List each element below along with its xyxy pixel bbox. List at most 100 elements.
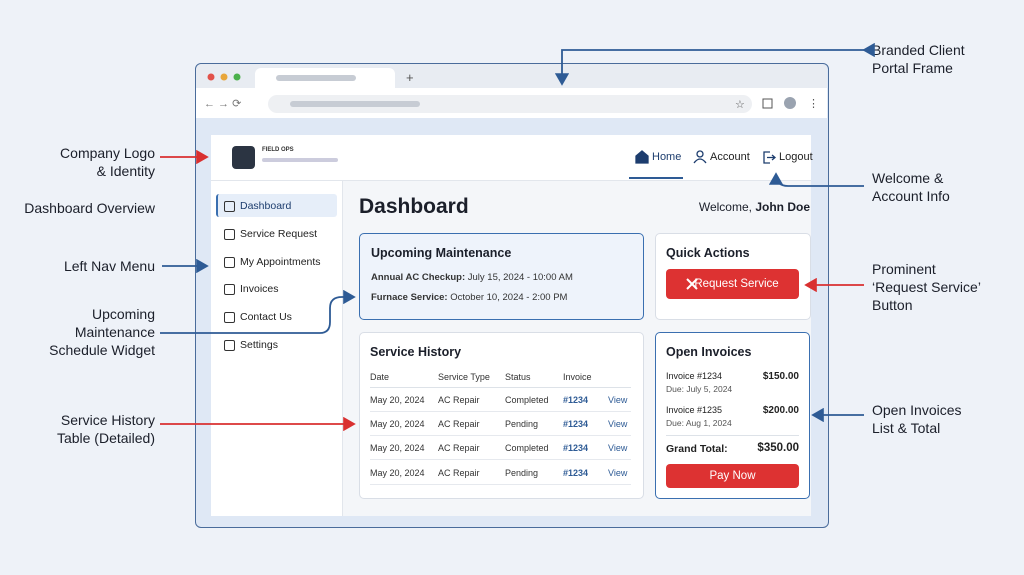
item-label: Furnace Service: [371, 292, 448, 303]
welcome-text: Welcome, [698, 200, 752, 214]
annotation-line: Portal Frame [872, 60, 953, 76]
column-header: Invoice [563, 372, 592, 382]
nav-home[interactable]: Home [652, 151, 682, 163]
sidebar-item[interactable]: Service Request [240, 227, 318, 240]
sidebar-active [216, 194, 337, 217]
nav-active-underline [629, 177, 683, 179]
quick-actions-title: Quick Actions [666, 246, 750, 260]
annotation-line: Dashboard Overview [24, 200, 155, 216]
item-label: Annual AC Checkup: [371, 272, 466, 283]
logo-icon [232, 146, 255, 169]
annotation-line: Prominent [872, 261, 936, 277]
table-cell: AC Repair [438, 419, 480, 430]
invoice-number: Invoice #1234 [666, 371, 723, 381]
item-when: July 15, 2024 - 10:00 AM [467, 272, 573, 283]
sidebar-icon [224, 284, 235, 296]
invoice-amount: $150.00 [762, 371, 799, 382]
table-link[interactable]: View [608, 467, 628, 478]
upcoming-item: Annual AC Checkup: July 15, 2024 - 10:00… [371, 272, 573, 283]
tab-title-blurred [276, 75, 356, 81]
sidebar-icon [224, 201, 235, 212]
table-link[interactable]: #1234 [563, 419, 589, 430]
table-cell: AC Repair [438, 443, 480, 454]
sidebar-item[interactable]: Contact Us [240, 311, 292, 324]
upcoming-card [359, 233, 644, 320]
service-history-card [359, 332, 644, 499]
table-link[interactable]: View [608, 419, 628, 430]
table-rule [370, 387, 631, 388]
pay-now-button[interactable]: Pay Now [666, 464, 799, 488]
total-amount: $350.00 [757, 442, 799, 454]
sidebar-item[interactable]: Invoices [240, 283, 279, 296]
column-header: Service Type [438, 372, 490, 382]
annotation: Service History Table (Detailed) [57, 411, 155, 447]
table-cell: Pending [505, 419, 539, 430]
nav-logout[interactable]: Logout [779, 151, 813, 163]
annotation: Upcoming Maintenance Schedule Widget [49, 305, 155, 359]
annotation: Welcome & Account Info [872, 169, 950, 205]
annotation: Open Invoices List & Total [872, 401, 962, 437]
annotation-line: Company Logo [60, 145, 155, 161]
divider [666, 435, 799, 436]
annotation-line: Upcoming [91, 306, 155, 322]
annotation-line: List & Total [872, 420, 941, 436]
row-rule [370, 483, 631, 485]
sidebar-icon [224, 340, 235, 351]
logo-text: FIELD OPS [262, 147, 294, 153]
annotation-line: Left Nav Menu [63, 258, 155, 274]
annotation-line: & Identity [96, 163, 155, 179]
user-name: John Doe [755, 200, 810, 214]
url-blurred [290, 101, 420, 107]
sidebar-item[interactable]: Dashboard [240, 200, 292, 212]
annotation-line: ‘Request Service’ [872, 279, 981, 295]
table-link[interactable]: #1234 [563, 395, 589, 405]
table-cell: AC Repair [438, 467, 480, 478]
annotation: Left Nav Menu [64, 257, 155, 275]
item-when: October 10, 2024 - 2:00 PM [450, 292, 568, 303]
column-header: Status [505, 372, 531, 382]
welcome: Welcome, John Doe [699, 200, 810, 214]
annotation-line: Service History [60, 412, 155, 428]
annotation: Company Logo & Identity [60, 144, 155, 180]
table-cell: AC Repair [438, 395, 480, 405]
sidebar-icon [224, 312, 235, 324]
invoice-due: Due: Aug 1, 2024 [666, 418, 732, 428]
annotation-line: Open Invoices [872, 402, 962, 418]
annotation-line: Branded Client [872, 42, 965, 58]
total-label: Grand Total: [666, 443, 728, 455]
sidebar-item[interactable]: My Appointments [240, 255, 321, 268]
page-title: Dashboard [359, 195, 469, 218]
table-cell: Pending [505, 467, 539, 478]
table-link[interactable]: View [608, 443, 628, 454]
invoice-amount: $200.00 [762, 405, 799, 416]
annotation: Dashboard Overview [24, 199, 155, 217]
sidebar-icon [224, 256, 235, 268]
address-bar[interactable] [268, 95, 752, 113]
annotation: Prominent ‘Request Service’ Button [872, 260, 981, 314]
invoice-number: Invoice #1235 [666, 405, 723, 415]
service-history-title: Service History [370, 345, 462, 359]
sidebar-icon [224, 228, 235, 240]
table-cell: Completed [505, 443, 549, 454]
sidebar-item[interactable]: Settings [240, 339, 278, 351]
nav-account[interactable]: Account [710, 151, 750, 163]
invoice-due: Due: July 5, 2024 [666, 384, 733, 394]
upcoming-title: Upcoming Maintenance [371, 246, 512, 260]
annotation: Branded Client Portal Frame [872, 41, 965, 77]
table-cell: May 20, 2024 [370, 419, 425, 430]
open-invoices-title: Open Invoices [666, 345, 752, 359]
table-cell: May 20, 2024 [370, 467, 425, 478]
table-link[interactable]: View [608, 395, 628, 405]
table-link[interactable]: #1234 [563, 467, 589, 478]
table-link[interactable]: #1234 [563, 443, 589, 454]
annotation-line: Welcome & [872, 170, 944, 186]
annotation-line: Schedule Widget [49, 342, 155, 358]
column-header: Date [370, 372, 390, 382]
request-service-button[interactable]: Request Service [666, 269, 799, 299]
logo-subtext-blurred [262, 158, 338, 162]
row-rule [370, 435, 631, 437]
table-cell: May 20, 2024 [370, 443, 425, 454]
sidebar [211, 181, 343, 516]
table-cell: Completed [505, 395, 549, 405]
